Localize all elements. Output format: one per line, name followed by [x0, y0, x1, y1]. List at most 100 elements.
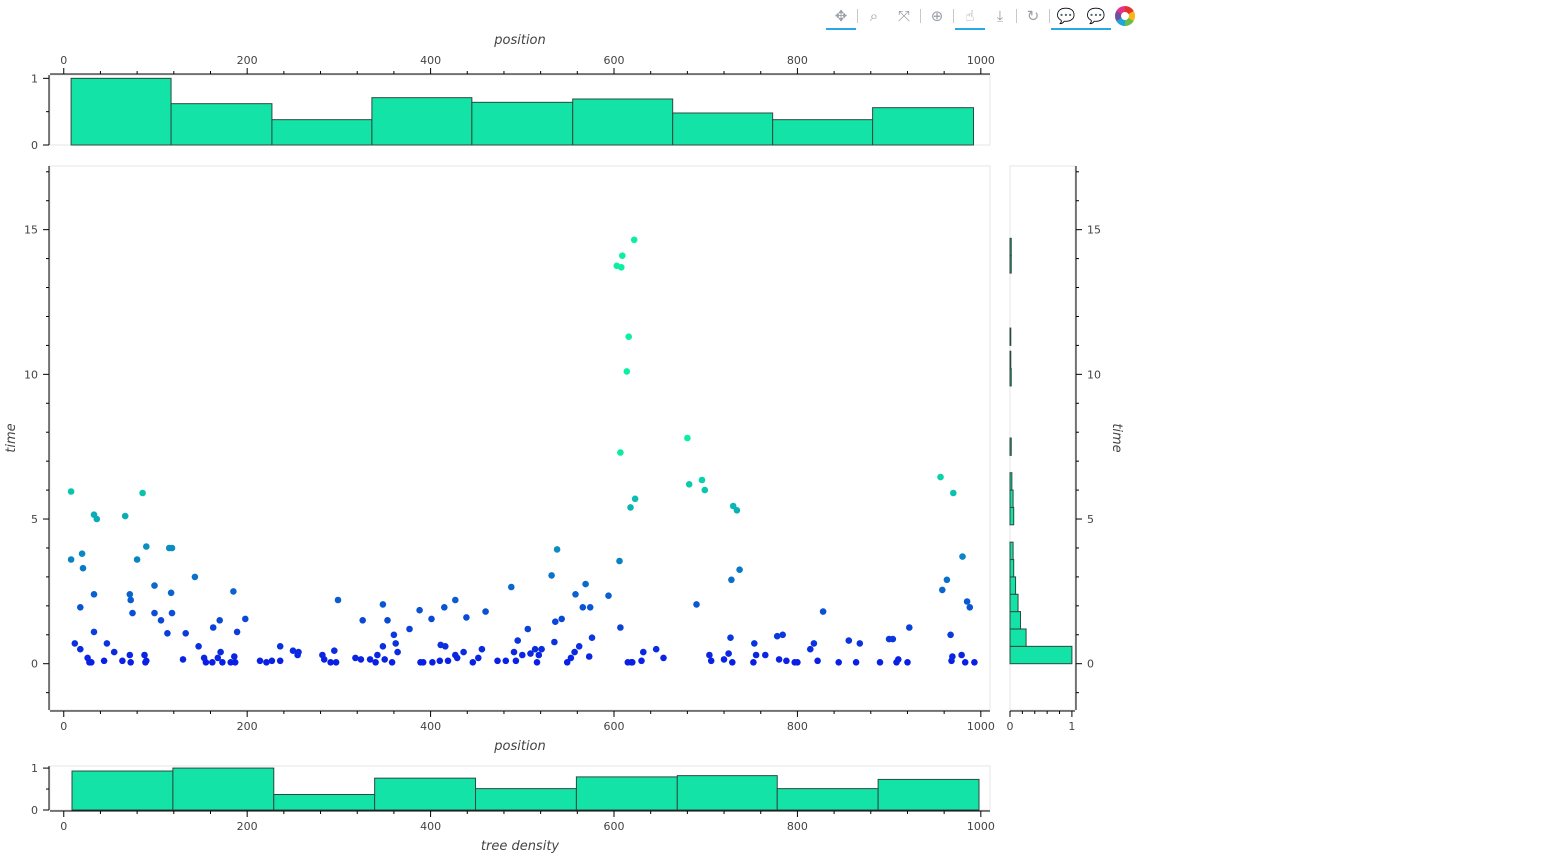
- scatter-point[interactable]: [949, 653, 956, 660]
- scatter-point[interactable]: [441, 604, 448, 611]
- scatter-point[interactable]: [706, 651, 713, 659]
- scatter-point[interactable]: [388, 659, 396, 666]
- scatter-point[interactable]: [751, 640, 758, 647]
- scatter-point[interactable]: [231, 653, 238, 660]
- scatter-point[interactable]: [276, 643, 284, 650]
- bokeh-logo-icon[interactable]: [1115, 6, 1135, 26]
- scatter-point[interactable]: [939, 586, 946, 594]
- scatter-point[interactable]: [971, 659, 978, 666]
- scatter-point[interactable]: [966, 604, 974, 611]
- scatter-point[interactable]: [617, 624, 624, 631]
- scatter-point[interactable]: [698, 476, 706, 484]
- scatter-point[interactable]: [463, 614, 470, 621]
- scatter-point[interactable]: [233, 628, 241, 636]
- scatter-point[interactable]: [381, 656, 389, 663]
- scatter-point[interactable]: [582, 580, 589, 588]
- scatter-point[interactable]: [332, 659, 340, 666]
- scatter-point[interactable]: [889, 635, 897, 643]
- scatter-point[interactable]: [217, 648, 224, 656]
- scatter-point[interactable]: [121, 512, 129, 520]
- histogram-bar[interactable]: [1009, 541, 1014, 561]
- scatter-point[interactable]: [752, 651, 760, 659]
- scatter-point[interactable]: [90, 591, 98, 598]
- scatter-point[interactable]: [814, 657, 821, 665]
- scatter-point[interactable]: [167, 589, 175, 597]
- scatter-point[interactable]: [707, 657, 715, 665]
- histogram-bar[interactable]: [672, 112, 774, 146]
- scatter-point[interactable]: [406, 625, 413, 633]
- scatter-point[interactable]: [629, 659, 636, 666]
- scatter-point[interactable]: [693, 601, 700, 608]
- scatter-point[interactable]: [384, 617, 391, 624]
- scatter-point[interactable]: [392, 640, 400, 647]
- histogram-bar[interactable]: [1009, 255, 1012, 274]
- scatter-point[interactable]: [685, 481, 693, 488]
- scatter-point[interactable]: [563, 659, 571, 666]
- scatter-point[interactable]: [157, 617, 165, 624]
- scatter-point[interactable]: [845, 637, 853, 644]
- scatter-point[interactable]: [219, 659, 226, 666]
- scatter-point[interactable]: [508, 583, 515, 591]
- scatter-point[interactable]: [276, 657, 284, 665]
- scatter-point[interactable]: [630, 236, 638, 244]
- scatter-point[interactable]: [444, 657, 452, 665]
- scatter-point[interactable]: [572, 591, 579, 598]
- scatter-point[interactable]: [320, 656, 328, 663]
- scatter-point[interactable]: [616, 557, 623, 565]
- scatter-point[interactable]: [736, 566, 743, 573]
- scatter-point[interactable]: [429, 659, 436, 666]
- scatter-point[interactable]: [168, 544, 176, 552]
- scatter-point[interactable]: [71, 640, 79, 647]
- histogram-bar[interactable]: [70, 77, 172, 146]
- scatter-point[interactable]: [263, 659, 270, 666]
- histogram-bar[interactable]: [1009, 327, 1012, 346]
- scatter-point[interactable]: [701, 486, 709, 494]
- scatter-point[interactable]: [567, 654, 575, 662]
- scatter-point[interactable]: [90, 628, 98, 636]
- scatter-point[interactable]: [442, 643, 449, 650]
- scatter-point[interactable]: [77, 604, 84, 611]
- scatter-point[interactable]: [214, 654, 222, 662]
- scatter-point[interactable]: [88, 659, 95, 666]
- histogram-bar[interactable]: [1009, 645, 1073, 665]
- scatter-point[interactable]: [78, 550, 86, 557]
- hover-tool-2[interactable]: 💬: [1081, 2, 1111, 30]
- histogram-bar[interactable]: [1009, 611, 1022, 630]
- scatter-point[interactable]: [510, 648, 518, 656]
- scatter-point[interactable]: [733, 507, 741, 514]
- histogram-bar[interactable]: [71, 770, 174, 811]
- scatter-point[interactable]: [334, 596, 342, 604]
- scatter-point[interactable]: [531, 645, 539, 653]
- scatter-point[interactable]: [419, 659, 427, 666]
- scatter-point[interactable]: [268, 657, 276, 665]
- scatter-point[interactable]: [352, 654, 359, 662]
- scatter-point[interactable]: [810, 640, 818, 647]
- scatter-point[interactable]: [512, 657, 520, 665]
- scatter-point[interactable]: [502, 657, 510, 665]
- scatter-point[interactable]: [436, 657, 444, 665]
- histogram-bar[interactable]: [572, 98, 674, 146]
- scatter-point[interactable]: [794, 659, 801, 666]
- scatter-point[interactable]: [469, 659, 477, 666]
- scatter-point[interactable]: [617, 449, 624, 456]
- scatter-point[interactable]: [623, 368, 631, 375]
- scatter-point[interactable]: [126, 651, 134, 659]
- scatter-point[interactable]: [937, 473, 944, 481]
- scatter-point[interactable]: [372, 659, 379, 666]
- main-scatter-plot[interactable]: 0 200 400 600 800 1000 position 0 5 10 15 time: [4, 165, 995, 754]
- scatter-point[interactable]: [143, 657, 150, 665]
- scatter-point[interactable]: [585, 653, 593, 660]
- scatter-point[interactable]: [256, 657, 264, 665]
- histogram-bar[interactable]: [170, 103, 273, 146]
- scatter-point[interactable]: [538, 645, 545, 653]
- scatter-point[interactable]: [195, 643, 202, 650]
- scatter-point[interactable]: [478, 645, 486, 653]
- scatter-point[interactable]: [357, 656, 365, 663]
- scatter-point[interactable]: [179, 656, 187, 663]
- scatter-point[interactable]: [876, 659, 884, 666]
- scatter-point[interactable]: [139, 489, 146, 497]
- histogram-bar[interactable]: [1009, 368, 1012, 387]
- zoom-out-tool[interactable]: ⤧: [897, 7, 910, 25]
- scatter-point[interactable]: [460, 648, 467, 656]
- scatter-point[interactable]: [202, 659, 210, 666]
